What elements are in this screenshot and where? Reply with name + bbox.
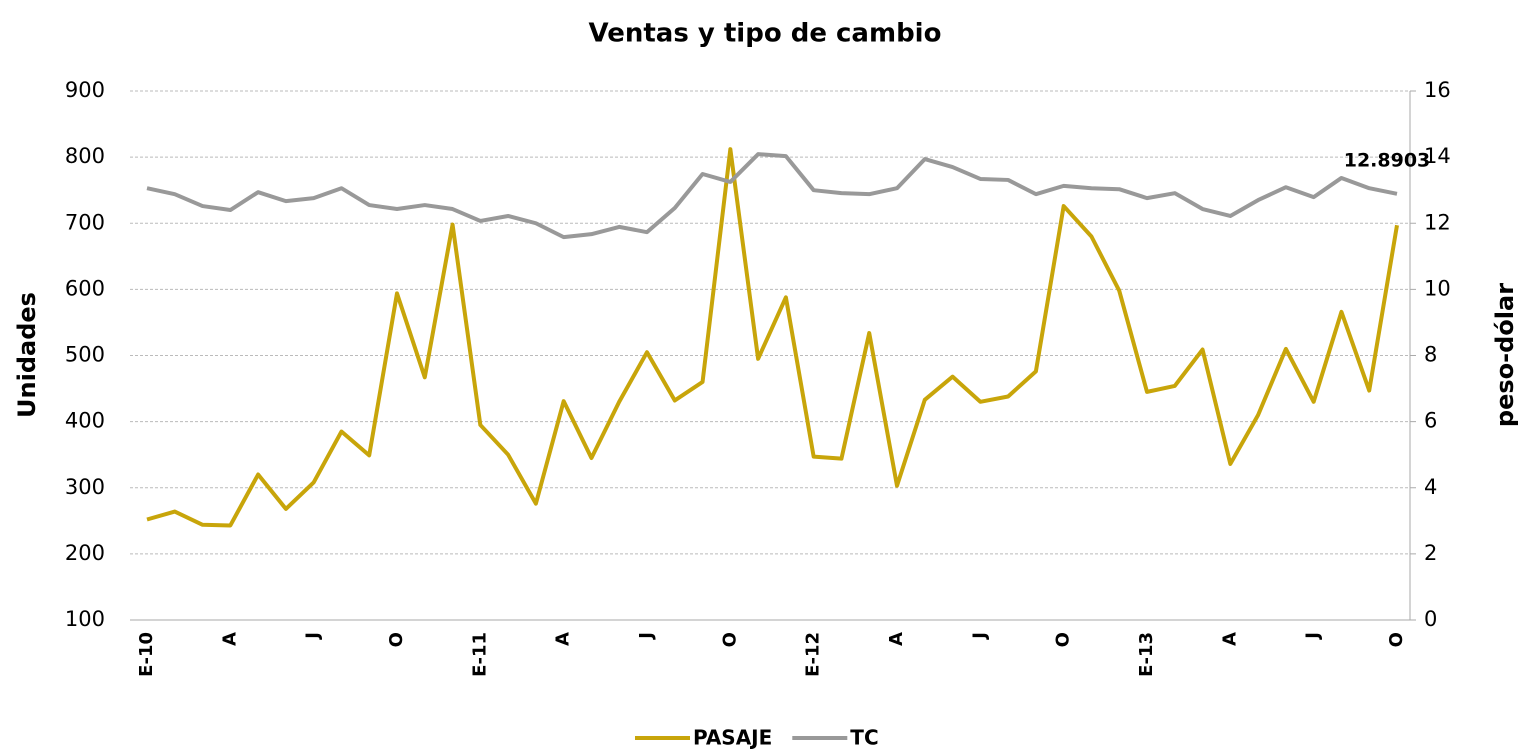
series-line (146, 147, 1399, 528)
y2-axis-title: peso-dólar (1491, 283, 1519, 427)
y2-tick-label: 12 (1424, 210, 1451, 234)
x-tick-label: A (886, 632, 907, 646)
data-label: 12.8903 (1344, 149, 1431, 171)
y-tick-label: 300 (65, 475, 105, 499)
y-tick-label: 800 (65, 144, 105, 168)
legend-label: PASAJE (693, 726, 772, 750)
y-tick-label: 400 (65, 409, 105, 433)
x-tick-label: O (1053, 632, 1074, 647)
x-tick-label: J (636, 632, 657, 641)
x-tick-label: E-12 (803, 632, 824, 677)
y-tick-label: 100 (65, 607, 105, 631)
x-tick-label: J (303, 632, 324, 641)
x-tick-label: A (219, 632, 240, 646)
x-tick-label: E-13 (1136, 632, 1157, 677)
x-tick-label: J (969, 632, 990, 641)
y-tick-label: 600 (65, 276, 105, 300)
y-tick-label: 900 (65, 78, 105, 102)
x-tick-label: O (386, 632, 407, 647)
y2-tick-label: 14 (1424, 144, 1451, 168)
x-tick-label: A (1219, 632, 1240, 646)
x-tick-label: O (719, 632, 740, 647)
y2-tick-label: 6 (1424, 409, 1437, 433)
chart-title: Ventas y tipo de cambio (589, 19, 942, 49)
y2-tick-label: 10 (1424, 276, 1451, 300)
x-tick-label: J (1303, 632, 1324, 641)
y2-tick-label: 2 (1424, 541, 1437, 565)
y-tick-label: 700 (65, 210, 105, 234)
x-tick-label: E-10 (136, 632, 157, 677)
x-tick-label: A (553, 632, 574, 646)
y2-tick-label: 16 (1424, 78, 1451, 102)
y-axis-title: Unidades (13, 292, 41, 418)
y2-tick-label: 0 (1424, 607, 1437, 631)
x-tick-label: E-11 (469, 632, 490, 677)
legend-label: TC (850, 726, 878, 750)
y-tick-label: 200 (65, 541, 105, 565)
y2-tick-label: 4 (1424, 475, 1437, 499)
x-tick-label: O (1386, 632, 1407, 647)
y2-tick-label: 8 (1424, 343, 1437, 367)
series-line (146, 152, 1398, 240)
y-tick-label: 500 (65, 343, 105, 367)
